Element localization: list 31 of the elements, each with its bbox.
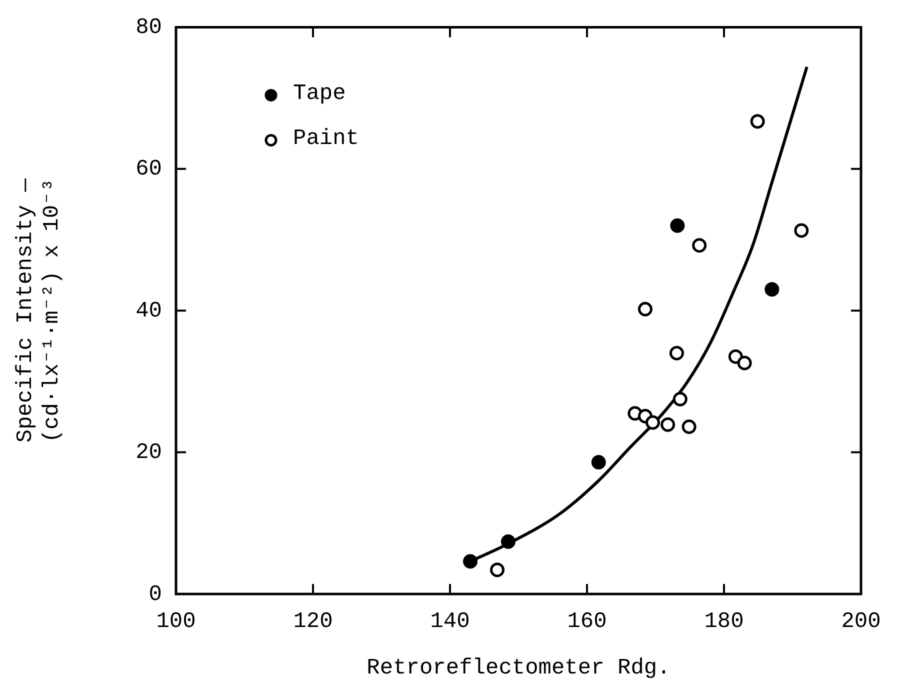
x-tick-label: 200 bbox=[841, 609, 881, 634]
point bbox=[463, 554, 478, 569]
x-tick-label: 140 bbox=[430, 609, 470, 634]
y-tick-label: 20 bbox=[136, 440, 162, 466]
point bbox=[638, 302, 652, 316]
y-tick-label: 80 bbox=[136, 15, 162, 40]
x-tick-label: 180 bbox=[704, 609, 744, 634]
x-tick-label: 120 bbox=[293, 609, 333, 634]
point bbox=[500, 534, 516, 549]
legend-label: Paint bbox=[293, 126, 360, 152]
x-tick-label: 160 bbox=[567, 609, 607, 634]
y-tick-label: 40 bbox=[136, 298, 162, 324]
point bbox=[646, 415, 660, 430]
x-axis-title: Retroreflectometer Rdg. bbox=[366, 656, 670, 681]
point bbox=[737, 356, 752, 370]
point bbox=[669, 346, 684, 360]
x-tick-label: 100 bbox=[156, 609, 196, 634]
y-axis-title: Specific Intensity — (cd·lx⁻¹·m⁻²) x 10⁻³ bbox=[13, 178, 64, 443]
point bbox=[672, 392, 688, 406]
point bbox=[490, 562, 505, 578]
point bbox=[692, 238, 707, 253]
y-tick-label: 0 bbox=[148, 582, 162, 607]
point bbox=[660, 417, 676, 432]
point bbox=[591, 454, 606, 470]
y-tick-label: 60 bbox=[136, 156, 162, 182]
point bbox=[794, 223, 809, 238]
legend-label: Tape bbox=[293, 81, 346, 106]
point bbox=[764, 282, 780, 297]
point bbox=[750, 114, 765, 129]
point bbox=[682, 420, 696, 434]
point bbox=[670, 218, 685, 233]
